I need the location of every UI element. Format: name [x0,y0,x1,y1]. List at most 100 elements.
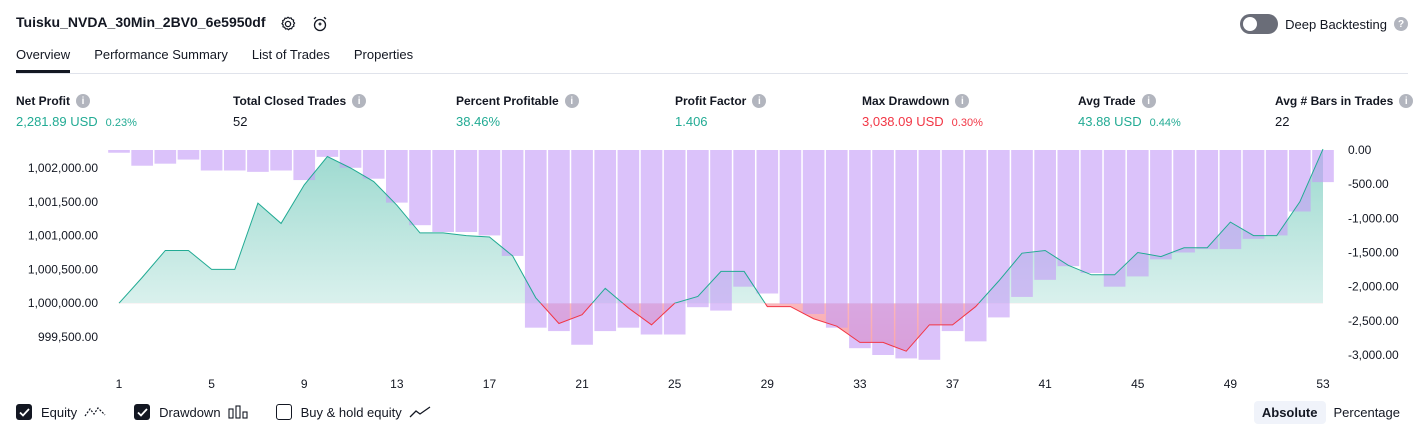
drawdown-bar [1265,150,1288,236]
drawdown-bar [640,150,663,335]
drawdown-bar [131,150,153,166]
stat-value: 52 [233,114,248,129]
stat-label: Total Closed Trades [233,94,347,108]
x-axis-tick: 13 [390,377,404,391]
right-axis-tick: -3,000.00 [1348,348,1399,362]
x-axis-tick: 17 [483,377,497,391]
drawdown-bar [1173,150,1195,253]
drawdown-bar [687,150,709,308]
tab-list-of-trades[interactable]: List of Trades [251,47,330,62]
drawdown-bar [177,150,200,160]
drawdown-bar [710,150,732,311]
x-axis-tick: 41 [1038,377,1052,391]
info-icon[interactable]: i [752,94,767,108]
scale-mode-toggle: Absolute Percentage [1253,401,1408,424]
stat-percent: 0.23% [105,117,137,129]
right-axis-tick: -1,000.00 [1348,211,1399,225]
strategy-title: Tuisku_NVDA_30Min_2BV0_6e5950df [16,14,266,30]
equity-checkbox[interactable] [16,404,32,420]
info-icon[interactable]: i [352,94,367,108]
drawdown-bar [941,150,964,332]
stat-percent: 0.30% [951,117,983,129]
drawdown-bar [594,150,617,332]
gear-icon[interactable] [278,14,298,34]
right-axis-tick: -2,000.00 [1348,280,1399,294]
legend-buy-hold: Buy & hold equity [275,404,431,420]
drawdown-bar [501,150,524,256]
buy-hold-line-icon [409,405,431,419]
equity-drawdown-chart: 1,002,000.00 1,001,500.00 1,001,000.00 1,00… [28,143,1399,391]
right-axis-tick: 0.00 [1348,143,1372,157]
drawdown-bar [154,150,177,164]
buy-hold-label: Buy & hold equity [300,404,402,420]
equity-line-icon [84,405,106,419]
x-axis-tick: 9 [301,377,308,391]
drawdown-bar [200,150,223,171]
left-axis-tick: 1,000,500.00 [28,262,98,276]
drawdown-bar [270,150,292,171]
alarm-clock-plus-icon[interactable] [310,14,330,34]
left-axis-tick: 999,500.00 [38,330,98,344]
buy-hold-checkbox[interactable] [275,404,292,420]
deep-backtesting-toggle[interactable] [1240,14,1279,34]
drawdown-bar [895,150,918,359]
deep-backtesting-control: Deep Backtesting ? [1240,14,1408,34]
info-icon[interactable]: i [564,94,579,108]
drawdown-bar [1034,150,1056,280]
stat-max-drawdown: Max Drawdown i 3,038.09 USD 0.30% [862,94,983,129]
x-axis-tick: 29 [761,377,775,391]
legend-equity: Equity [16,404,106,420]
left-axis-tick: 1,001,500.00 [28,195,98,209]
drawdown-bar [802,150,825,314]
tab-performance-summary[interactable]: Performance Summary [94,47,228,62]
drawdown-bar [409,150,431,226]
info-icon[interactable]: i [1399,94,1414,108]
info-icon[interactable]: i [76,94,90,108]
drawdown-bar [571,150,593,345]
info-icon[interactable]: i [1141,94,1156,108]
x-axis-tick: 5 [208,377,215,391]
stat-label: Net Profit [16,94,70,108]
x-axis-tick: 45 [1131,377,1145,391]
stat-value: 22 [1275,114,1290,129]
drawdown-bar [1126,150,1149,277]
x-axis-tick: 25 [668,377,682,391]
drawdown-bar [432,150,454,232]
stat-profit-factor: Profit Factor i 1.406 [675,94,767,129]
drawdown-bar [455,150,478,232]
drawdown-bar [988,150,1010,318]
drawdown-bars-icon [228,405,248,419]
stat-percent: 0.44% [1149,117,1181,129]
stat-avg-bars-in-trades: Avg # Bars in Trades i 22 [1275,94,1414,129]
stat-value: 38.46% [456,114,501,129]
percentage-button[interactable]: Percentage [1333,405,1401,420]
drawdown-bar [1057,150,1080,267]
help-icon[interactable]: ? [1394,17,1408,31]
drawdown-label: Drawdown [159,404,221,420]
drawdown-bar [964,150,987,342]
stat-label: Profit Factor [675,94,747,108]
x-axis-tick: 1 [116,377,123,391]
stat-avg-trade: Avg Trade i 43.88 USD 0.44% [1078,94,1181,129]
absolute-button[interactable]: Absolute [1253,401,1326,424]
drawdown-bar [663,150,686,335]
drawdown-checkbox[interactable] [134,404,151,420]
drawdown-bar [293,150,316,181]
drawdown-bar [1289,150,1311,212]
drawdown-bar [1242,150,1265,239]
tab-overview[interactable]: Overview [16,47,71,73]
drawdown-bar [1312,150,1334,183]
drawdown-bar [386,150,408,203]
drawdown-bar [1150,150,1172,260]
drawdown-bar [524,150,547,328]
right-axis-tick: -1,500.00 [1348,246,1399,260]
drawdown-bar [316,150,339,157]
drawdown-bar [548,150,570,332]
stat-value: 43.88 USD [1078,114,1142,129]
info-icon[interactable]: i [955,94,970,108]
tab-properties[interactable]: Properties [353,47,414,62]
stat-total-closed-trades: Total Closed Trades i 52 [233,94,367,129]
drawdown-bar [1080,150,1103,273]
deep-backtesting-label: Deep Backtesting [1285,16,1387,32]
legend-drawdown: Drawdown [134,404,248,420]
